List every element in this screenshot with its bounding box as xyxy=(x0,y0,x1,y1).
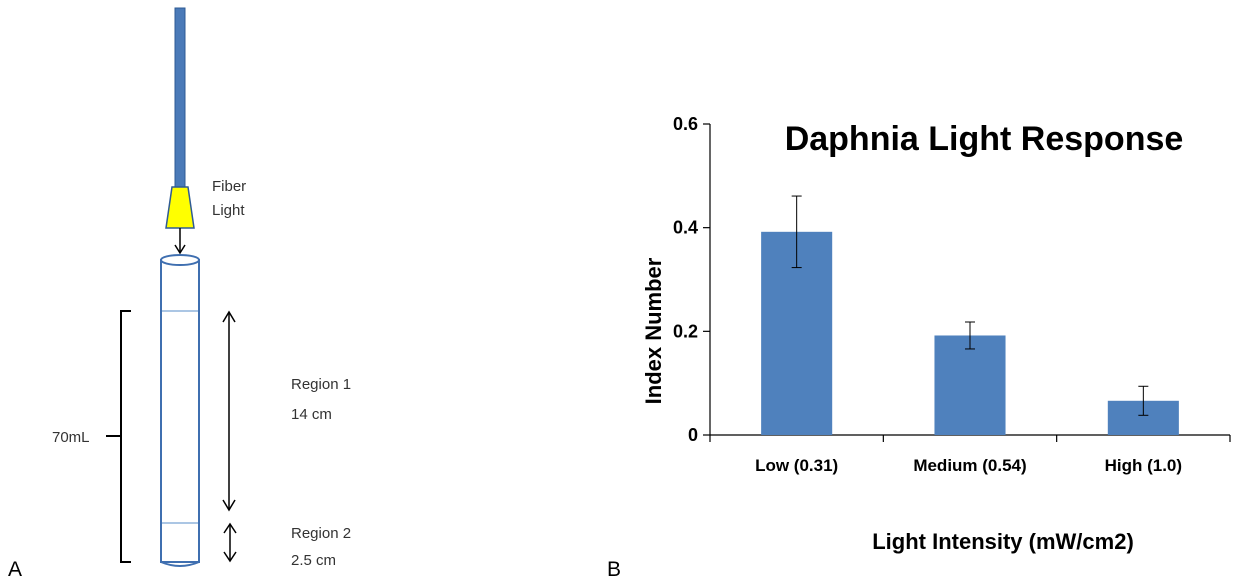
volume-bracket xyxy=(106,310,131,563)
y-axis-title: Index Number xyxy=(641,257,666,404)
fiber-label-line1: Fiber xyxy=(212,178,246,195)
region2-arrow-head-top xyxy=(223,522,237,534)
bars xyxy=(761,231,1179,435)
x-axis-title: Light Intensity (mW/cm2) xyxy=(872,529,1134,554)
region2-name: Region 2 xyxy=(291,525,351,542)
y-tick-label: 0 xyxy=(688,425,698,445)
y-tick-label: 0.6 xyxy=(673,114,698,134)
error-bars xyxy=(791,195,1149,416)
region1-arrow-head-top xyxy=(222,310,236,323)
y-tick-label: 0.2 xyxy=(673,321,698,341)
test-tube-top xyxy=(160,254,200,266)
category-label: Low (0.31) xyxy=(755,456,838,475)
test-tube-bottom xyxy=(160,561,200,567)
y-ticks: 0 0.2 0.4 0.6 xyxy=(673,114,710,445)
category-label: High (1.0) xyxy=(1105,456,1182,475)
region2-arrow-head-bottom xyxy=(223,551,237,563)
region1-length: 14 cm xyxy=(291,406,332,423)
fiber-label-line2: Light xyxy=(212,202,245,219)
setup-diagram: Fiber Light 70mL Region 1 14 cm Region 2… xyxy=(8,7,351,581)
y-tick-label: 0.4 xyxy=(673,218,698,238)
bar-chart: Daphnia Light Response 0 0.2 0.4 0.6 Low (0… xyxy=(607,114,1231,581)
bar xyxy=(934,335,1006,435)
test-tube-body xyxy=(160,259,200,563)
volume-label: 70mL xyxy=(52,429,90,446)
region1-name: Region 1 xyxy=(291,376,351,393)
region2-length: 2.5 cm xyxy=(291,552,336,569)
chart-title: Daphnia Light Response xyxy=(785,120,1184,158)
light-arrow-head xyxy=(174,244,186,255)
x-ticks xyxy=(709,435,1231,442)
region1-arrow-head-bottom xyxy=(222,499,236,512)
panel-a-letter: A xyxy=(8,558,22,581)
fiber-tip xyxy=(165,186,195,229)
panel-b-letter: B xyxy=(607,558,621,581)
category-labels: Low (0.31) Medium (0.54) High (1.0) xyxy=(755,456,1182,475)
fiber-cable xyxy=(174,7,186,189)
category-label: Medium (0.54) xyxy=(913,456,1026,475)
